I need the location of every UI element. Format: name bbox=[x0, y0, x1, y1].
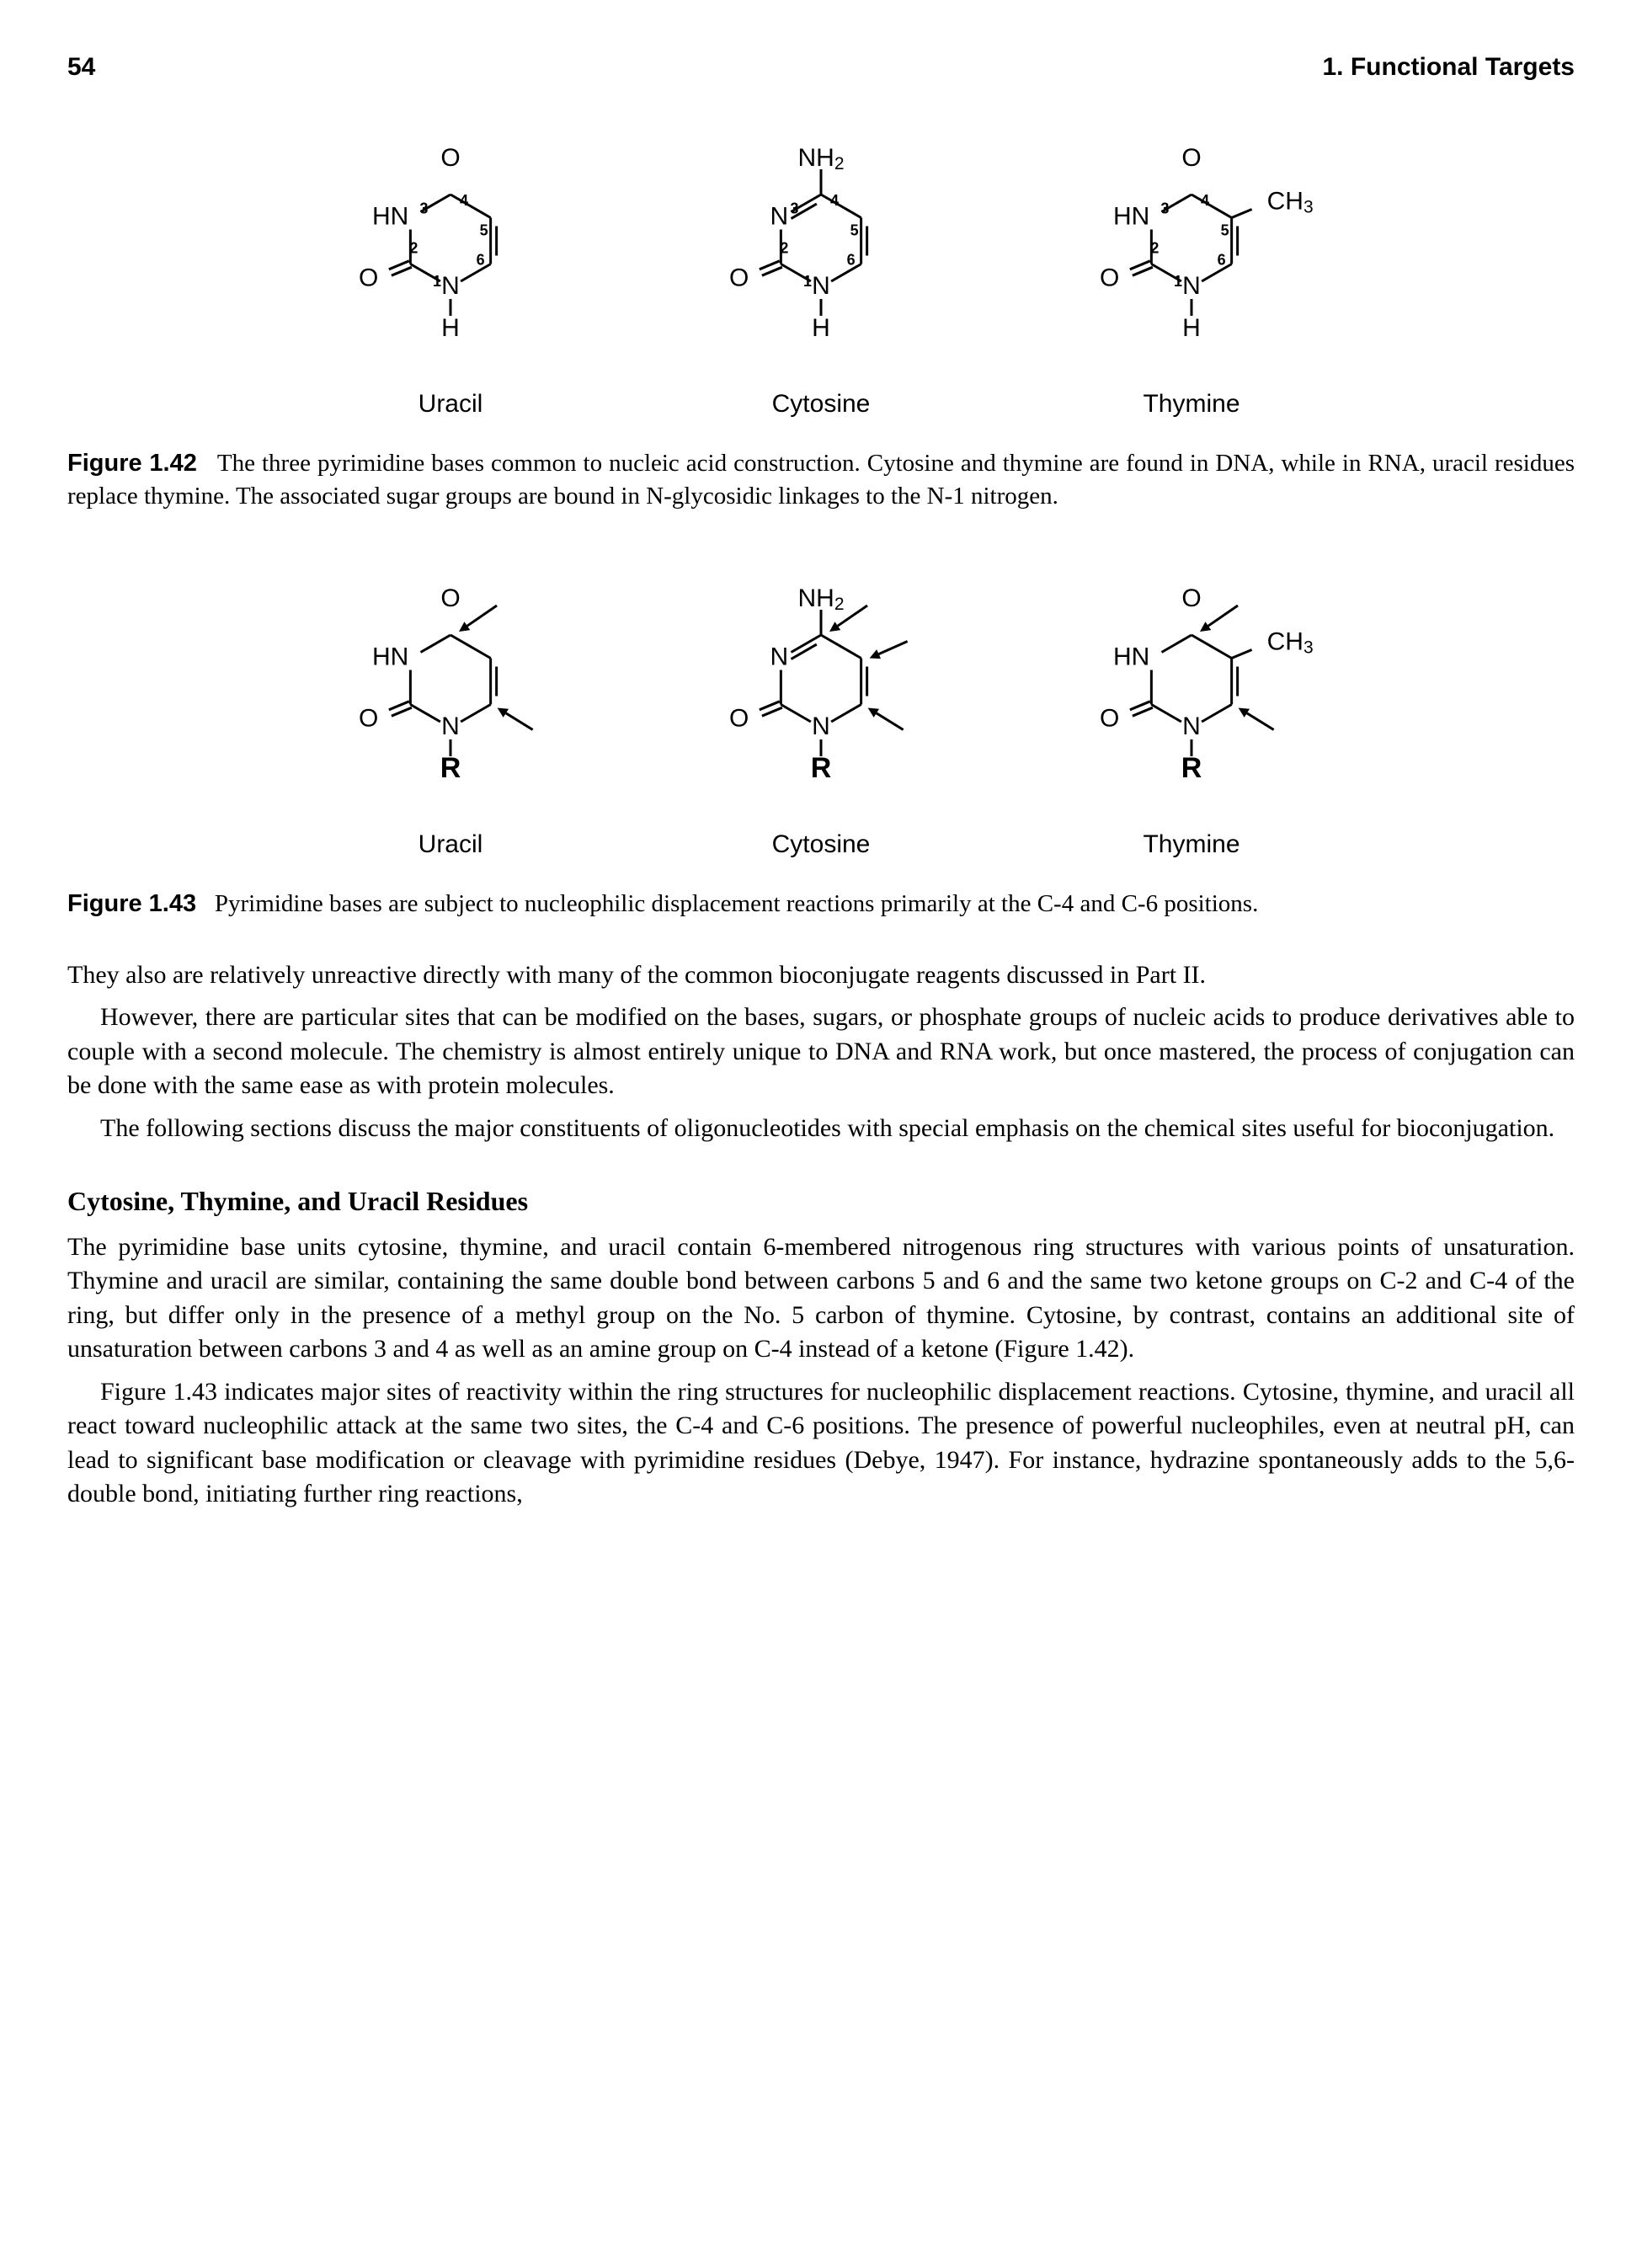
svg-text:6: 6 bbox=[847, 251, 856, 268]
figure-1-42-caption: Figure 1.42 The three pyrimidine bases c… bbox=[67, 447, 1575, 513]
molecule-cytosine: NH2ONNH123456Cytosine bbox=[682, 110, 960, 422]
svg-text:O: O bbox=[359, 264, 378, 291]
svg-text:N: N bbox=[770, 643, 789, 670]
svg-text:R: R bbox=[440, 752, 461, 784]
body-paragraph: Figure 1.43 indicates major sites of rea… bbox=[67, 1375, 1575, 1512]
svg-text:N: N bbox=[441, 271, 460, 299]
figure-label: Figure 1.42 bbox=[67, 450, 197, 477]
svg-text:R: R bbox=[811, 752, 832, 784]
svg-text:O: O bbox=[359, 704, 378, 732]
molecule-thymine: O O HN NR CH3 Thymine bbox=[1053, 551, 1330, 862]
svg-text:5: 5 bbox=[1221, 221, 1229, 238]
svg-text:O: O bbox=[1181, 143, 1201, 171]
svg-text:R: R bbox=[1181, 752, 1202, 784]
svg-text:5: 5 bbox=[850, 221, 859, 238]
svg-text:HN: HN bbox=[1113, 202, 1149, 230]
page-header: 54 1. Functional Targets bbox=[67, 51, 1575, 85]
svg-text:CH3: CH3 bbox=[1267, 187, 1314, 216]
molecule-label: Thymine bbox=[1053, 828, 1330, 862]
svg-text:O: O bbox=[729, 704, 749, 732]
svg-text:N: N bbox=[812, 712, 830, 740]
body-paragraph: The following sections discuss the major… bbox=[67, 1112, 1575, 1146]
svg-text:6: 6 bbox=[477, 251, 485, 268]
body-paragraph: However, there are particular sites that… bbox=[67, 1001, 1575, 1103]
svg-text:O: O bbox=[440, 584, 460, 612]
molecule-uracil: O O HN NH 12 3 45 6 Uracil bbox=[312, 110, 589, 422]
svg-text:N: N bbox=[1182, 712, 1201, 740]
molecule-thymine: O O HN NH CH3 12 3 45 6 Thymine bbox=[1053, 110, 1330, 422]
svg-text:O: O bbox=[729, 264, 749, 291]
figure-1-43-caption: Figure 1.43 Pyrimidine bases are subject… bbox=[67, 888, 1575, 921]
svg-text:3: 3 bbox=[1160, 200, 1169, 216]
svg-text:O: O bbox=[1181, 584, 1201, 612]
svg-text:2: 2 bbox=[1150, 239, 1159, 256]
svg-text:1: 1 bbox=[1174, 272, 1182, 289]
svg-text:H: H bbox=[441, 313, 460, 341]
figure-1-42: OOHNNH123456UracilNH2ONNH123456CytosineO… bbox=[67, 110, 1575, 422]
molecule-label: Uracil bbox=[312, 828, 589, 862]
svg-text:3: 3 bbox=[790, 200, 798, 216]
body-paragraph: They also are relatively unreactive dire… bbox=[67, 958, 1575, 993]
svg-text:H: H bbox=[1182, 313, 1201, 341]
molecule-label: Uracil bbox=[312, 387, 589, 422]
svg-text:4: 4 bbox=[1201, 191, 1209, 208]
svg-text:NH2: NH2 bbox=[797, 584, 844, 614]
figure-label: Figure 1.43 bbox=[67, 890, 196, 917]
chapter-title: 1. Functional Targets bbox=[1323, 51, 1575, 85]
svg-text:HN: HN bbox=[1113, 643, 1149, 670]
svg-text:O: O bbox=[1100, 264, 1119, 291]
molecule-label: Thymine bbox=[1053, 387, 1330, 422]
svg-text:NH2: NH2 bbox=[797, 143, 844, 173]
svg-text:N: N bbox=[812, 271, 830, 299]
molecule-uracil: O O HN NR Uracil bbox=[312, 551, 589, 862]
svg-text:HN: HN bbox=[372, 643, 408, 670]
svg-text:O: O bbox=[1100, 704, 1119, 732]
figure-caption-text: Pyrimidine bases are subject to nucleoph… bbox=[215, 890, 1258, 917]
subheading: Cytosine, Thymine, and Uracil Residues bbox=[67, 1183, 1575, 1219]
molecule-label: Cytosine bbox=[682, 387, 960, 422]
svg-text:HN: HN bbox=[372, 202, 408, 230]
body-paragraph: The pyrimidine base units cytosine, thym… bbox=[67, 1230, 1575, 1367]
svg-text:CH3: CH3 bbox=[1267, 627, 1314, 657]
figure-1-43: OOHNNRUracilNH2ONNRCytosineOOHNNRCH3Thym… bbox=[67, 551, 1575, 862]
svg-text:4: 4 bbox=[830, 191, 839, 208]
svg-text:1: 1 bbox=[803, 272, 812, 289]
svg-text:4: 4 bbox=[460, 191, 468, 208]
molecule-cytosine: NH2ONNRCytosine bbox=[682, 551, 960, 862]
svg-text:5: 5 bbox=[480, 221, 488, 238]
svg-text:N: N bbox=[1182, 271, 1201, 299]
page-number: 54 bbox=[67, 51, 95, 85]
svg-text:N: N bbox=[770, 202, 789, 230]
svg-text:3: 3 bbox=[419, 200, 428, 216]
svg-text:O: O bbox=[440, 143, 460, 171]
molecule-label: Cytosine bbox=[682, 828, 960, 862]
svg-text:2: 2 bbox=[409, 239, 418, 256]
figure-caption-text: The three pyrimidine bases common to nuc… bbox=[67, 450, 1575, 510]
svg-text:1: 1 bbox=[433, 272, 441, 289]
svg-text:6: 6 bbox=[1218, 251, 1226, 268]
svg-text:2: 2 bbox=[780, 239, 788, 256]
svg-text:H: H bbox=[812, 313, 830, 341]
svg-text:N: N bbox=[441, 712, 460, 740]
